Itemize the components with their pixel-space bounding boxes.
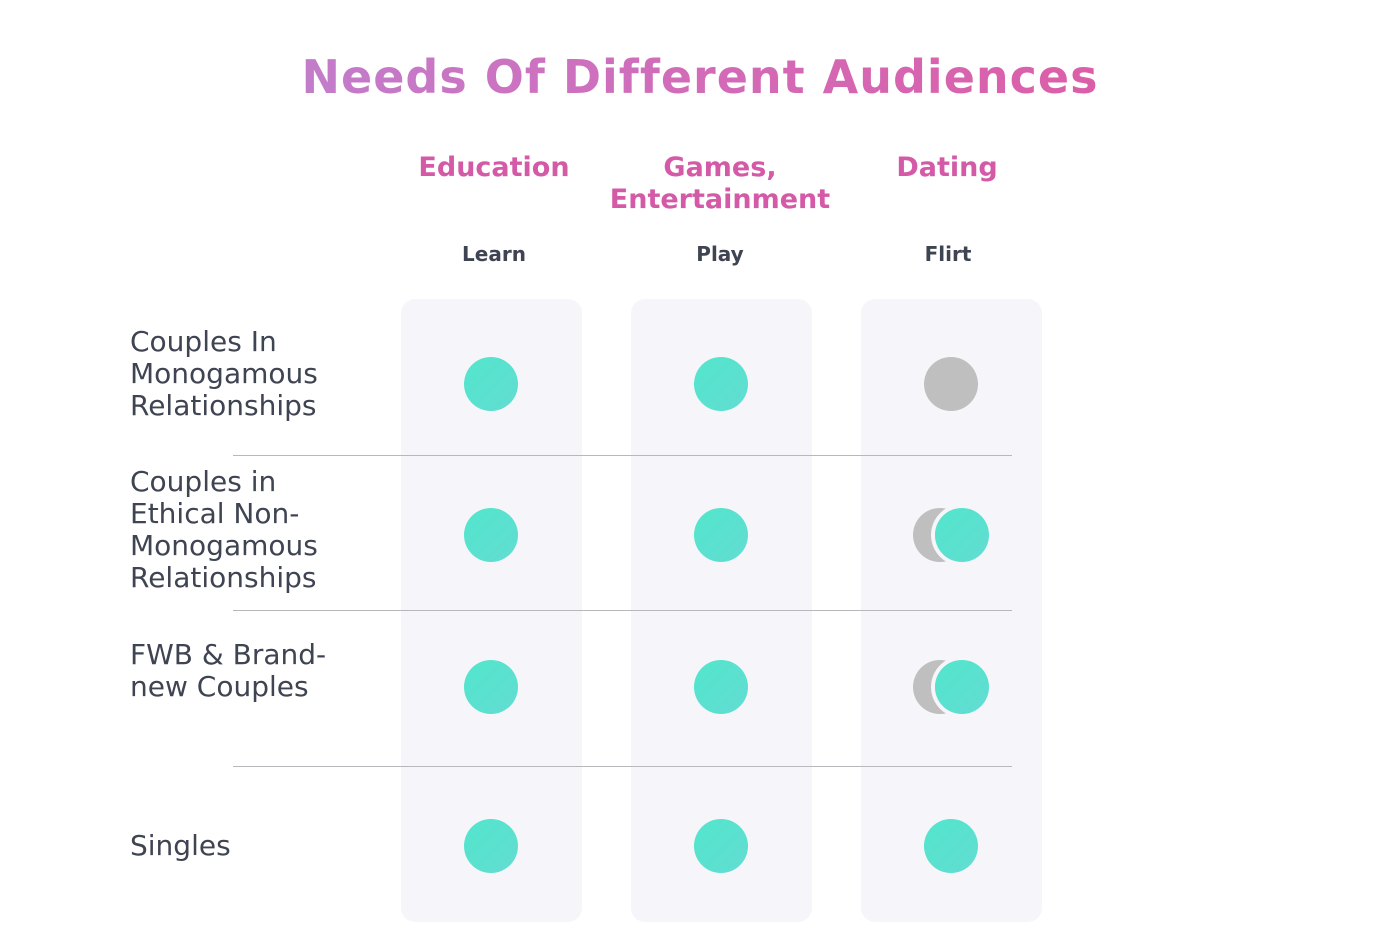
teal-circle-icon [924,819,978,873]
mark-none-circle-icon [924,357,978,411]
mark-full-circle-icon [464,357,518,411]
column-header-education: Education [418,152,570,183]
mark-full-circle-icon [924,819,978,873]
row-label-singles: Singles [130,829,231,862]
teal-circle-icon [464,508,518,562]
teal-circle-icon [464,660,518,714]
mark-full-circle-icon [694,357,748,411]
row-label-monogamous: Couples In Monogamous Relationships [130,325,318,422]
column-sub-play: Play [696,242,744,266]
teal-circle-icon [935,508,989,562]
mark-full-circle-icon [464,660,518,714]
mark-full-circle-icon [464,508,518,562]
column-sub-learn: Learn [462,242,526,266]
mark-full-circle-icon [694,508,748,562]
teal-circle-icon [464,357,518,411]
teal-circle-icon [694,660,748,714]
row-label-fwb: FWB & Brand-new Couples [130,638,327,703]
mark-full-circle-icon [694,660,748,714]
teal-circle-icon [694,508,748,562]
mark-partial-circle-icon [913,508,989,562]
mark-full-circle-icon [694,819,748,873]
row-label-ethical-non-monogamous: Couples in Ethical Non-Monogamous Relati… [130,465,318,594]
teal-circle-icon [694,819,748,873]
teal-circle-icon [935,660,989,714]
column-header-dating: Dating [896,152,998,183]
row-divider [233,766,1012,767]
mark-full-circle-icon [464,819,518,873]
teal-circle-icon [464,819,518,873]
row-divider [233,455,1012,456]
column-header-games: Games, Entertainment [609,152,831,215]
mark-partial-circle-icon [913,660,989,714]
teal-circle-icon [694,357,748,411]
row-divider [233,610,1012,611]
page-title: Needs Of Different Audiences [0,50,1400,104]
column-sub-flirt: Flirt [924,242,972,266]
gray-circle-icon [924,357,978,411]
